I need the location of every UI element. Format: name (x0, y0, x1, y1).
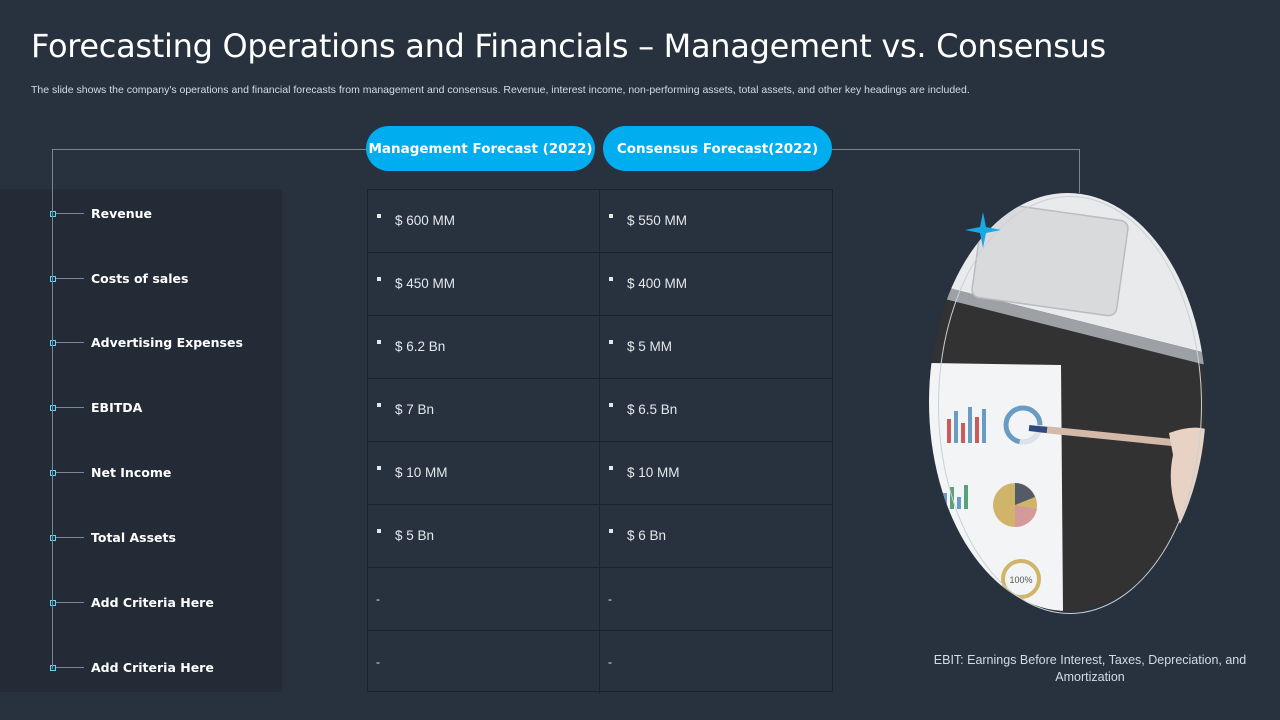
criteria-node-icon (50, 276, 56, 282)
management-cell: $ 600 MM (368, 190, 600, 253)
criteria-item: Total Assets (0, 526, 282, 550)
consensus-value: $ 10 MM (627, 465, 680, 480)
bullet-icon (609, 403, 613, 407)
management-value: $ 7 Bn (395, 402, 435, 417)
management-value: $ 5 Bn (395, 528, 435, 543)
criteria-label: Add Criteria Here (91, 660, 214, 675)
consensus-cell: $ 6.5 Bn (600, 379, 832, 442)
criteria-item: Net Income (0, 461, 282, 485)
consensus-cell: - (600, 568, 832, 631)
criteria-panel: Revenue Costs of sales Advertising Expen… (0, 189, 282, 692)
bullet-icon (377, 277, 381, 281)
criteria-item: EBITDA (0, 396, 282, 420)
criteria-connector (56, 407, 84, 408)
connector-line-left (52, 149, 368, 150)
criteria-node-icon (50, 535, 56, 541)
criteria-item: Add Criteria Here (0, 656, 282, 680)
criteria-item: Advertising Expenses (0, 331, 282, 355)
criteria-node-icon (50, 470, 56, 476)
consensus-cell: $ 10 MM (600, 442, 832, 505)
sparkle-icon (965, 212, 1001, 248)
bullet-icon (377, 403, 381, 407)
consensus-value: - (608, 655, 612, 669)
bullet-icon (609, 340, 613, 344)
criteria-label: Add Criteria Here (91, 595, 214, 610)
criteria-connector (56, 472, 84, 473)
bullet-icon (609, 277, 613, 281)
criteria-connector (56, 213, 84, 214)
management-value: $ 450 MM (395, 276, 456, 291)
management-value: - (376, 655, 380, 669)
criteria-connector (56, 667, 84, 668)
consensus-cell: $ 6 Bn (600, 505, 832, 568)
criteria-timeline-line (52, 149, 53, 669)
criteria-node-icon (50, 665, 56, 671)
bullet-icon (609, 214, 613, 218)
management-forecast-header: Management Forecast (2022) (366, 126, 595, 171)
management-cell: - (368, 568, 600, 631)
criteria-connector (56, 537, 84, 538)
connector-line-right (830, 149, 1080, 150)
consensus-value: $ 6 Bn (627, 528, 667, 543)
management-value: $ 600 MM (395, 213, 456, 228)
consensus-cell: $ 5 MM (600, 316, 832, 379)
criteria-label: EBITDA (91, 400, 143, 415)
criteria-item: Add Criteria Here (0, 591, 282, 615)
criteria-connector (56, 278, 84, 279)
bullet-icon (609, 529, 613, 533)
consensus-cell: $ 550 MM (600, 190, 832, 253)
criteria-node-icon (50, 405, 56, 411)
slide-title: Forecasting Operations and Financials – … (31, 27, 1106, 65)
criteria-item: Costs of sales (0, 267, 282, 291)
bullet-icon (377, 466, 381, 470)
bullet-icon (377, 340, 381, 344)
management-value: $ 6.2 Bn (395, 339, 446, 354)
bullet-icon (377, 529, 381, 533)
management-cell: - (368, 631, 600, 694)
criteria-connector (56, 602, 84, 603)
management-cell: $ 5 Bn (368, 505, 600, 568)
forecast-table: $ 600 MM $ 550 MM $ 450 MM $ 400 MM $ 6.… (367, 189, 833, 694)
consensus-cell: - (600, 631, 832, 694)
management-value: $ 10 MM (395, 465, 448, 480)
consensus-value: $ 5 MM (627, 339, 673, 354)
criteria-connector (56, 342, 84, 343)
slide-subtitle: The slide shows the company's operations… (31, 84, 970, 96)
connector-line-right-drop (1079, 149, 1080, 193)
footnote: EBIT: Earnings Before Interest, Taxes, D… (933, 653, 1247, 684)
management-cell: $ 450 MM (368, 253, 600, 316)
criteria-node-icon (50, 340, 56, 346)
criteria-label: Total Assets (91, 530, 176, 545)
consensus-value: $ 6.5 Bn (627, 402, 678, 417)
consensus-value: $ 400 MM (627, 276, 688, 291)
management-cell: $ 7 Bn (368, 379, 600, 442)
management-cell: $ 10 MM (368, 442, 600, 505)
bullet-icon (377, 214, 381, 218)
management-cell: $ 6.2 Bn (368, 316, 600, 379)
management-value: - (376, 592, 380, 606)
criteria-label: Revenue (91, 206, 153, 221)
criteria-node-icon (50, 600, 56, 606)
criteria-node-icon (50, 211, 56, 217)
consensus-value: $ 550 MM (627, 213, 688, 228)
criteria-label: Advertising Expenses (91, 335, 243, 350)
consensus-cell: $ 400 MM (600, 253, 832, 316)
bullet-icon (609, 466, 613, 470)
consensus-forecast-header: Consensus Forecast(2022) (603, 126, 832, 171)
criteria-label: Net Income (91, 465, 172, 480)
consensus-value: - (608, 592, 612, 606)
criteria-label: Costs of sales (91, 271, 189, 286)
photo-outline-ring (938, 196, 1202, 614)
criteria-item: Revenue (0, 202, 282, 226)
